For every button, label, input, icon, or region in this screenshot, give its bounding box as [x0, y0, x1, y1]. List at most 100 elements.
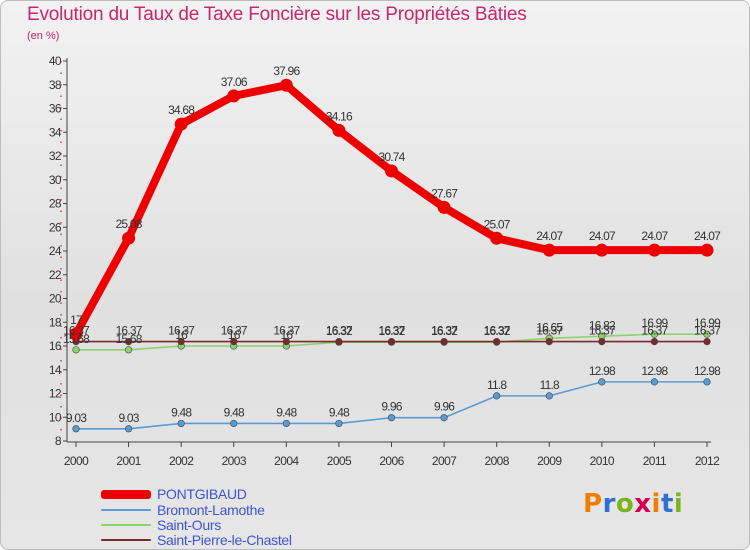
data-label: 12.98 [589, 364, 616, 378]
data-label: 9.48 [224, 405, 245, 419]
x-tick-label: 2008 [485, 454, 510, 468]
data-point [124, 338, 133, 346]
data-label: 16.82 [589, 318, 616, 332]
legend-item-saint-pierre-le-chastel[interactable]: Saint-Pierre-le-Chastel [101, 532, 292, 548]
data-point [282, 419, 290, 428]
data-label: 16.37 [63, 324, 90, 338]
legend-swatch [101, 539, 151, 541]
data-label: 9.96 [434, 400, 455, 414]
y-tick-label: 12 [49, 387, 62, 401]
data-label: 34.68 [168, 103, 195, 117]
legend-item-bromont-lamothe[interactable]: Bromont-Lamothe [101, 502, 265, 518]
data-label: 34.16 [326, 109, 353, 123]
data-label: 16.37 [326, 324, 353, 338]
data-point [440, 338, 448, 346]
data-point [595, 243, 609, 257]
x-tick-label: 2004 [274, 454, 299, 468]
logo-letter: t [660, 489, 674, 519]
series-line-0 [72, 81, 711, 339]
data-label: 16.32 [431, 324, 458, 338]
data-point [545, 392, 553, 400]
y-tick-label: 22 [49, 268, 62, 282]
data-label: 27.67 [431, 186, 458, 200]
data-label: 16.37 [273, 324, 300, 338]
x-tick-label: 2002 [169, 454, 194, 468]
data-label: 16.37 [168, 324, 195, 338]
data-label: 16.37 [694, 324, 721, 338]
data-label: 9.48 [329, 405, 350, 419]
y-tick-label: 16 [49, 339, 62, 353]
data-point [493, 392, 501, 400]
logo-letter: P [583, 489, 603, 519]
y-tick-label: 38 [49, 78, 62, 92]
data-point [122, 231, 136, 245]
data-label: 37.06 [221, 75, 248, 89]
y-tick-label: 34 [49, 125, 62, 139]
legend-swatch [101, 489, 151, 499]
x-tick-label: 2006 [379, 454, 404, 468]
data-label: 16.37 [641, 324, 668, 338]
data-label: 24.07 [536, 229, 563, 243]
y-tick-label: 8 [55, 434, 62, 448]
x-tick-label: 2011 [643, 454, 667, 468]
data-label: 17 [70, 313, 83, 327]
data-label: 11.8 [540, 378, 560, 392]
data-label: 24.07 [694, 229, 721, 243]
data-label: 9.03 [119, 411, 140, 425]
data-label: 25.08 [116, 217, 143, 231]
data-label: 24.07 [589, 229, 616, 243]
data-label: 16.37 [589, 324, 616, 338]
legend-label: Bromont-Lamothe [157, 502, 265, 518]
y-tick-label: 10 [49, 410, 62, 424]
data-label: 9.03 [66, 411, 87, 425]
x-tick-label: 2009 [537, 454, 562, 468]
data-point [124, 346, 133, 354]
data-label: 25.07 [484, 217, 511, 231]
data-label: 16 [175, 328, 188, 342]
data-label: 12.98 [694, 364, 721, 378]
data-point [703, 338, 711, 346]
data-label: 15.68 [63, 332, 90, 346]
data-label: 16.37 [484, 324, 511, 338]
logo-letter: r [602, 489, 616, 519]
y-axis-unit: (en %) [27, 30, 60, 42]
y-tick-label: 40 [49, 54, 62, 68]
data-label: 16 [228, 328, 241, 342]
data-point [490, 231, 504, 245]
y-tick-label: 32 [49, 149, 62, 163]
logo-letter: o [615, 489, 635, 519]
data-point [542, 243, 556, 257]
data-label: 9.48 [171, 405, 192, 419]
data-label: 16.37 [221, 324, 248, 338]
data-label: 16.32 [326, 324, 353, 338]
data-label: 16.37 [431, 324, 458, 338]
data-label: 37.96 [273, 64, 300, 78]
y-tick-label: 26 [49, 220, 62, 234]
data-point [72, 425, 80, 433]
x-tick-label: 2003 [222, 454, 247, 468]
data-point [282, 338, 290, 346]
data-point [387, 414, 396, 422]
data-point [227, 89, 241, 103]
data-point [650, 338, 659, 346]
legend-label: PONTGIBAUD [157, 486, 247, 502]
data-label: 9.48 [276, 405, 297, 419]
y-tick-label: 18 [49, 315, 62, 329]
legend-item-pontgibaud[interactable]: PONTGIBAUD [101, 486, 247, 502]
y-tick-label: 24 [49, 244, 62, 258]
y-tick-label: 36 [49, 102, 62, 116]
data-point [332, 123, 346, 137]
data-point [124, 425, 133, 433]
data-point [440, 414, 448, 422]
data-label: 16.65 [536, 320, 563, 334]
data-point [650, 378, 659, 386]
legend-item-saint-ours[interactable]: Saint-Ours [101, 517, 221, 533]
data-point [385, 164, 398, 178]
data-point [279, 78, 293, 92]
data-label: 9.96 [381, 400, 402, 414]
x-tick-label: 2012 [695, 454, 720, 468]
y-tick-label: 28 [49, 197, 62, 211]
logo-letter: i [651, 489, 661, 519]
data-label: 16.37 [378, 324, 405, 338]
